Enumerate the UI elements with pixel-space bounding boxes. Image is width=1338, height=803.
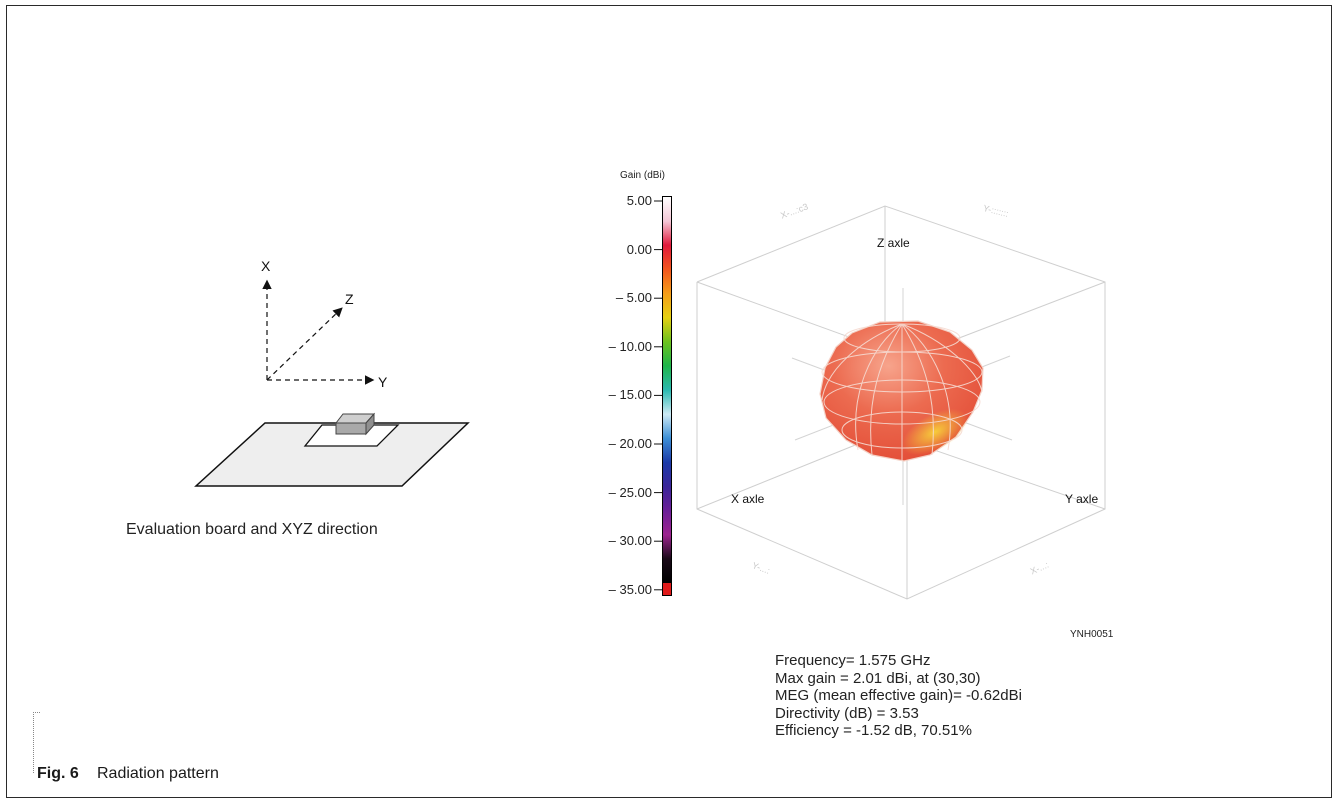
colorbar-tick-label: – 10.00 bbox=[608, 338, 652, 354]
evaluation-board bbox=[194, 412, 470, 487]
frequency-text: Frequency= 1.575 GHz bbox=[775, 652, 931, 669]
colorbar-ticks bbox=[654, 200, 662, 591]
board-plate bbox=[194, 422, 470, 487]
colorbar-tick-label: – 30.00 bbox=[608, 533, 652, 549]
colorbar-tick-label: – 15.00 bbox=[608, 387, 652, 403]
figure-number: Fig. 6 bbox=[37, 765, 79, 782]
colorbar-tick-label: 5.00 bbox=[626, 193, 652, 208]
z-axle-label: Z axle bbox=[877, 236, 910, 250]
measurement-info: Frequency= 1.575 GHz Max gain = 2.01 dBi… bbox=[775, 652, 1022, 740]
figure-frame bbox=[6, 5, 1332, 798]
document-code: YNH0051 bbox=[1070, 629, 1114, 640]
z-direction-arrow bbox=[266, 307, 343, 381]
x-axle-label: X axle bbox=[731, 492, 765, 506]
colorbar-tick-label: – 25.00 bbox=[608, 484, 652, 500]
figure-bracket bbox=[33, 712, 40, 773]
figure-title: Radiation pattern bbox=[97, 765, 219, 782]
board-y-label: Y bbox=[378, 374, 388, 390]
colorbar-tick-label: 0.00 bbox=[626, 241, 652, 257]
colorbar bbox=[662, 196, 672, 596]
board-x-label: X bbox=[261, 258, 271, 274]
colorbar-tick-label: – 20.00 bbox=[608, 436, 652, 451]
radiation-pattern-surface bbox=[819, 320, 984, 462]
max-gain-text: Max gain = 2.01 dBi, at (30,30) bbox=[775, 669, 981, 687]
colorbar-title: Gain (dBi) bbox=[620, 170, 666, 181]
board-axes bbox=[262, 279, 375, 385]
meg-text: MEG (mean effective gain)= -0.62dBi bbox=[775, 687, 1022, 704]
board-z-label: Z bbox=[345, 291, 354, 307]
antenna-chip bbox=[334, 412, 376, 436]
pattern-mesh bbox=[821, 323, 983, 461]
board-caption: Evaluation board and XYZ direction bbox=[126, 521, 378, 538]
directivity-text: Directivity (dB) = 3.53 bbox=[775, 704, 919, 722]
colorbar-tick-label: – 35.00 bbox=[608, 581, 652, 597]
colorbar-tick-label: – 5.00 bbox=[615, 290, 652, 306]
y-axle-label: Y axle bbox=[1065, 492, 1099, 506]
efficiency-text: Efficiency = -1.52 dB, 70.51% bbox=[775, 722, 972, 739]
